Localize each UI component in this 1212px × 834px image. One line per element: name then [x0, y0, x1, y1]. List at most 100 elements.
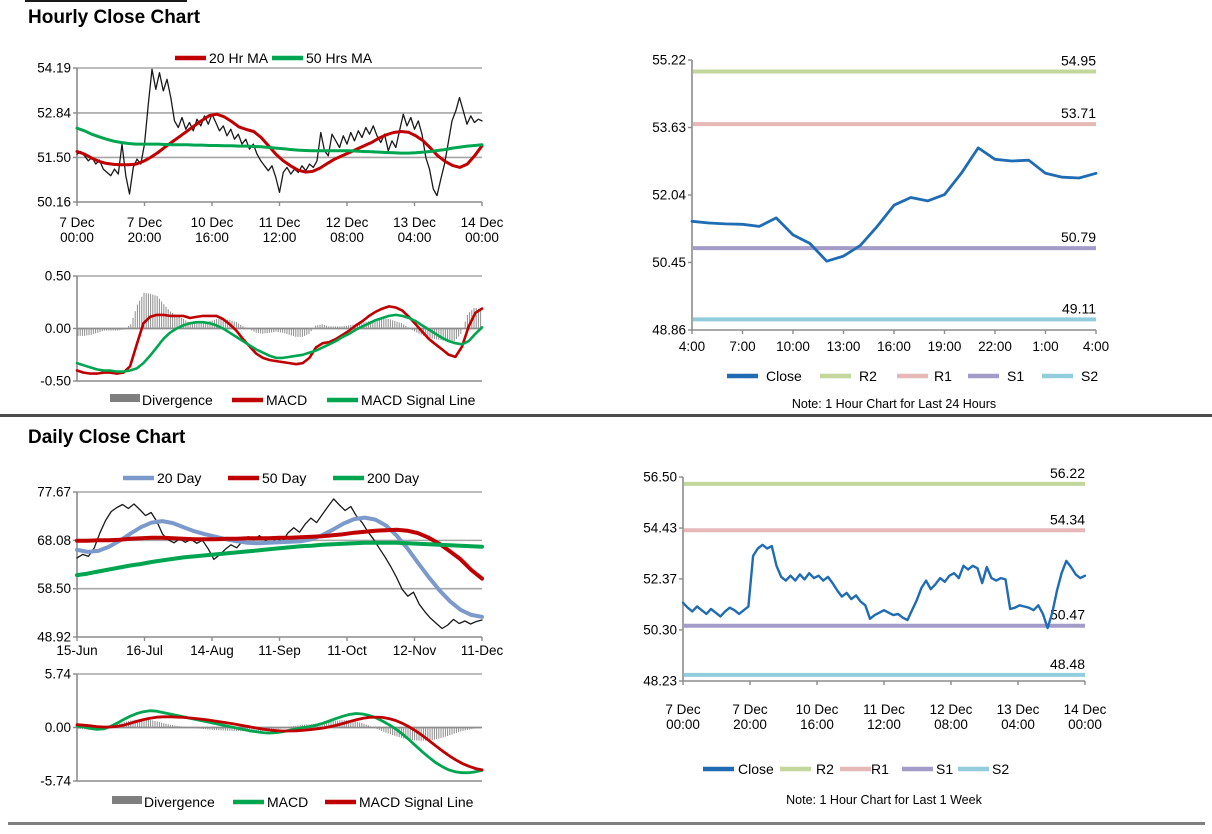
legend-label: MACD Signal Line	[361, 392, 476, 408]
y-axis-label: 58.50	[37, 581, 71, 596]
x-axis-label: 12:00	[263, 230, 297, 245]
y-axis-label: 0.00	[45, 321, 71, 336]
y-axis-label: 48.86	[652, 323, 686, 338]
x-axis-label: 13:00	[827, 339, 861, 354]
legend-label: Close	[766, 368, 802, 384]
legend-label: 20 Day	[157, 470, 201, 486]
y-axis-label: 0.50	[45, 269, 71, 284]
x-axis-label: 11-Sep	[258, 643, 301, 658]
y-axis-label: 52.84	[37, 105, 71, 120]
x-axis-label: 16-Jul	[126, 643, 163, 658]
legend-label: 200 Day	[367, 470, 419, 486]
legend-swatch-divergence	[112, 796, 142, 804]
x-axis-label: 08:00	[934, 717, 968, 732]
series-50-day	[75, 527, 484, 581]
pivot-value-label: 48.48	[1050, 656, 1085, 672]
x-axis-label: 04:00	[398, 230, 432, 245]
x-axis-label: 14-Aug	[190, 643, 234, 658]
x-axis-label: 20:00	[733, 717, 767, 732]
x-axis-label: 04:00	[1001, 717, 1035, 732]
chart-hourly-macd: 0.50 0.00 -0.50 Divergence MACD MACD Signal L…	[40, 269, 484, 408]
x-axis-label: 7 Dec	[127, 215, 163, 230]
y-axis-label: 68.08	[37, 533, 71, 548]
x-axis-label: 7 Dec	[732, 702, 768, 717]
x-axis-label: 7 Dec	[665, 702, 701, 717]
legend-label: MACD Signal Line	[359, 794, 474, 810]
x-axis-label: 1:00	[1032, 339, 1058, 354]
y-axis-label: -0.50	[40, 374, 71, 389]
hourly-pivot-note: Note: 1 Hour Chart for Last 24 Hours	[791, 397, 997, 411]
x-axis-label: 10:00	[776, 339, 810, 354]
x-axis-label: 19:00	[928, 339, 962, 354]
x-axis-label: 13 Dec	[393, 215, 436, 230]
x-axis-label: 4:00	[1083, 339, 1109, 354]
series-close	[681, 543, 1087, 630]
x-axis-label: 11 Dec	[863, 702, 905, 717]
x-axis-label: 12 Dec	[930, 702, 973, 717]
x-axis-label: 11-Oct	[327, 643, 367, 658]
x-axis-label: 7:00	[729, 339, 755, 354]
series-close	[76, 498, 483, 630]
x-axis-label: 22:00	[978, 339, 1012, 354]
x-axis-label: 15-Jun	[56, 643, 97, 658]
pivot-value-label: 54.34	[1050, 511, 1085, 527]
x-axis-label: 13 Dec	[997, 702, 1040, 717]
series-close	[76, 68, 483, 197]
hourly-section-title: Hourly Close Chart	[28, 7, 201, 28]
y-axis-label: 50.30	[643, 622, 677, 637]
series-20-hr-ma	[75, 112, 484, 174]
y-axis-label: 50.16	[37, 195, 71, 210]
legend-label: MACD	[267, 794, 308, 810]
x-axis-label: 16:00	[195, 230, 229, 245]
legend-label: S2	[1081, 368, 1098, 384]
x-axis-label: 00:00	[1068, 717, 1102, 732]
chart-daily-macd: 5.74 0.00 -5.74 Divergence MACD MACD Signal L…	[40, 667, 484, 810]
x-axis-label: 20:00	[128, 230, 162, 245]
pivot-value-label: 56.22	[1050, 465, 1085, 481]
series-macd-signal-line	[75, 313, 484, 373]
x-axis-label: 14 Dec	[461, 215, 504, 230]
legend-label: MACD	[266, 392, 307, 408]
series-200-day	[75, 540, 484, 578]
y-axis-label: 48.23	[643, 674, 677, 689]
pivot-value-label: 50.79	[1061, 229, 1096, 245]
y-axis-label: 51.50	[37, 150, 71, 165]
pivot-value-label: 49.11	[1062, 300, 1096, 316]
y-axis-label: 56.50	[643, 470, 677, 485]
x-axis-label: 00:00	[60, 230, 94, 245]
legend-label: 50 Hrs MA	[306, 50, 373, 66]
series-50-hrs-ma	[75, 126, 484, 155]
x-axis-label: 14 Dec	[1064, 702, 1107, 717]
y-axis-label: -5.74	[40, 774, 71, 789]
series-macd-signal-line	[75, 715, 484, 772]
x-axis-label: 00:00	[666, 717, 700, 732]
y-axis-label: 50.45	[652, 255, 686, 270]
top-left-rule	[25, 0, 187, 2]
y-axis-label: 52.37	[643, 571, 677, 586]
weekly-pivot-note: Note: 1 Hour Chart for Last 1 Week	[786, 793, 982, 807]
x-axis-label: 10 Dec	[796, 702, 839, 717]
section-divider	[0, 414, 1212, 417]
x-axis-label: 12 Dec	[326, 215, 369, 230]
legend-label: S1	[1007, 368, 1024, 384]
x-axis-label: 12:00	[867, 717, 901, 732]
pivot-value-label: 53.71	[1061, 105, 1096, 121]
legend-label: Divergence	[142, 392, 213, 408]
x-axis-label: 08:00	[330, 230, 364, 245]
legend-label: Close	[738, 761, 774, 777]
y-axis-label: 0.00	[45, 720, 71, 735]
y-axis-label: 55.22	[652, 53, 686, 68]
legend-label: R2	[859, 368, 877, 384]
daily-section-title: Daily Close Chart	[28, 427, 186, 448]
divergence-bars	[77, 292, 482, 343]
y-axis-label: 54.43	[643, 521, 677, 536]
legend-label: 50 Day	[262, 470, 306, 486]
x-axis-label: 12-Nov	[393, 643, 437, 658]
legend-label: R2	[816, 761, 834, 777]
legend-label: S2	[992, 761, 1009, 777]
legend-label: R1	[934, 368, 952, 384]
y-axis-label: 77.67	[37, 485, 71, 500]
